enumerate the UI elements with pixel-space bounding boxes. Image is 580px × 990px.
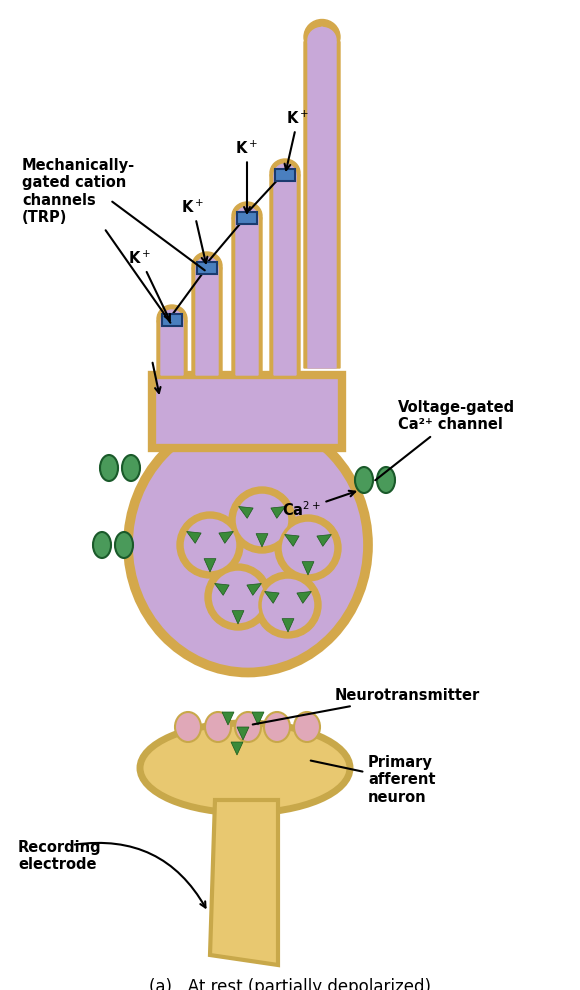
Polygon shape xyxy=(210,800,278,965)
Ellipse shape xyxy=(192,252,222,280)
Text: (a)   At rest (partially depolarized): (a) At rest (partially depolarized) xyxy=(149,978,431,990)
Circle shape xyxy=(280,520,336,576)
Ellipse shape xyxy=(264,712,290,742)
Text: Ca$^{2+}$: Ca$^{2+}$ xyxy=(282,491,355,520)
Polygon shape xyxy=(308,27,336,368)
Ellipse shape xyxy=(304,20,340,54)
Ellipse shape xyxy=(270,159,300,187)
Polygon shape xyxy=(215,583,229,595)
Polygon shape xyxy=(297,591,311,603)
Text: Mechanically-
gated cation
channels
(TRP): Mechanically- gated cation channels (TRP… xyxy=(22,158,171,323)
Polygon shape xyxy=(148,700,348,715)
Ellipse shape xyxy=(175,712,201,742)
Polygon shape xyxy=(187,532,201,544)
Polygon shape xyxy=(238,507,253,519)
Polygon shape xyxy=(282,619,294,632)
Polygon shape xyxy=(302,561,314,575)
Ellipse shape xyxy=(294,712,320,742)
Ellipse shape xyxy=(205,712,231,742)
Circle shape xyxy=(234,492,290,548)
Ellipse shape xyxy=(355,467,373,493)
Polygon shape xyxy=(204,558,216,572)
Polygon shape xyxy=(236,209,258,375)
Circle shape xyxy=(177,512,243,578)
Text: Primary
afferent
neuron: Primary afferent neuron xyxy=(311,755,436,805)
FancyBboxPatch shape xyxy=(275,169,295,181)
FancyBboxPatch shape xyxy=(197,262,217,274)
Text: K$^+$: K$^+$ xyxy=(235,140,259,213)
Polygon shape xyxy=(192,253,222,375)
FancyBboxPatch shape xyxy=(162,314,182,326)
Ellipse shape xyxy=(232,202,262,230)
Circle shape xyxy=(255,572,321,638)
Circle shape xyxy=(229,487,295,553)
Ellipse shape xyxy=(377,467,395,493)
Ellipse shape xyxy=(100,455,118,481)
Text: Recording
electrode: Recording electrode xyxy=(18,840,102,872)
Ellipse shape xyxy=(161,310,183,332)
Text: K$^+$: K$^+$ xyxy=(285,109,310,170)
Ellipse shape xyxy=(128,418,368,672)
Ellipse shape xyxy=(157,305,187,333)
Polygon shape xyxy=(256,534,268,547)
Polygon shape xyxy=(270,160,300,375)
Polygon shape xyxy=(304,22,340,368)
FancyBboxPatch shape xyxy=(237,212,257,224)
Ellipse shape xyxy=(115,532,133,558)
Text: K$^+$: K$^+$ xyxy=(182,198,208,263)
Polygon shape xyxy=(196,259,218,375)
Circle shape xyxy=(205,564,271,630)
Ellipse shape xyxy=(236,207,258,229)
Polygon shape xyxy=(232,611,244,624)
Circle shape xyxy=(275,515,341,581)
Circle shape xyxy=(260,577,316,633)
Polygon shape xyxy=(285,535,299,546)
Polygon shape xyxy=(157,306,187,375)
Ellipse shape xyxy=(235,712,261,742)
Ellipse shape xyxy=(196,257,218,279)
Polygon shape xyxy=(231,742,243,755)
Polygon shape xyxy=(152,375,342,448)
Ellipse shape xyxy=(93,532,111,558)
Polygon shape xyxy=(232,203,262,375)
Polygon shape xyxy=(247,583,262,595)
Polygon shape xyxy=(317,535,331,546)
Circle shape xyxy=(210,569,266,625)
Polygon shape xyxy=(274,166,296,375)
Ellipse shape xyxy=(140,723,350,813)
Polygon shape xyxy=(271,507,285,519)
Polygon shape xyxy=(264,591,279,603)
Ellipse shape xyxy=(274,164,296,186)
Polygon shape xyxy=(219,532,233,544)
Text: K$^+$: K$^+$ xyxy=(129,249,170,321)
Text: Neurotransmitter: Neurotransmitter xyxy=(253,688,480,725)
Polygon shape xyxy=(252,712,264,725)
Ellipse shape xyxy=(308,28,336,52)
Polygon shape xyxy=(222,712,234,725)
Ellipse shape xyxy=(122,455,140,481)
Polygon shape xyxy=(161,312,183,375)
Text: Voltage-gated
Ca²⁺ channel: Voltage-gated Ca²⁺ channel xyxy=(375,400,515,480)
Circle shape xyxy=(182,517,238,573)
Polygon shape xyxy=(237,727,249,740)
